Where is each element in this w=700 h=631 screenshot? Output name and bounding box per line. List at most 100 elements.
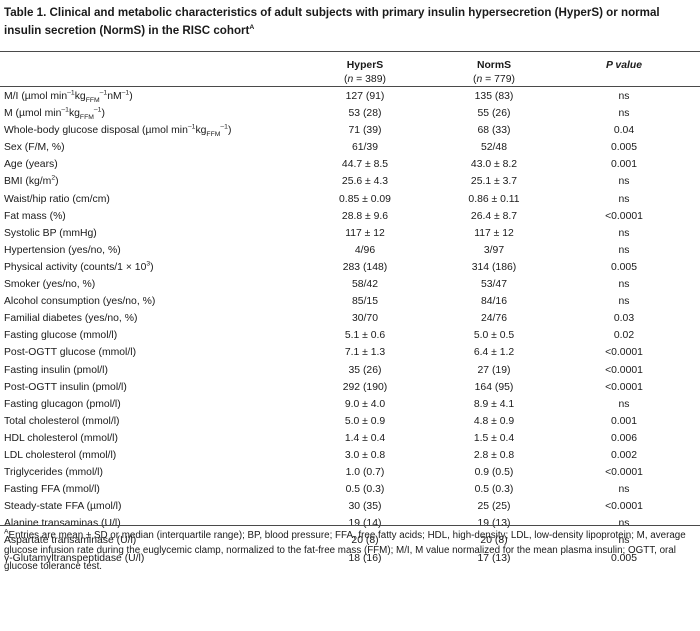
row-label: Smoker (yes/no, %) [4,279,96,291]
cell-p-value: ns [618,227,630,239]
cell-hypers: 18 (16) [348,552,382,564]
cell-hypers: 5.1 ± 0.6 [344,330,386,342]
cell-hypers: 0.85 ± 0.09 [339,193,391,205]
header-norms: NormS (n = 779) [447,59,541,87]
row-label: Alanine transaminas (U/l) [4,518,121,530]
row-label: Hypertension (yes/no, %) [4,244,121,256]
header-norms-label: NormS [476,60,512,71]
cell-norms: 8.9 ± 4.1 [473,398,515,410]
cell-norms: 19 (13) [477,518,511,530]
cell-norms: 52/48 [480,142,507,154]
cell-p-value: 0.001 [610,415,637,427]
header-rule [0,86,700,87]
cell-norms: 2.8 ± 0.8 [473,449,515,461]
row-label: γ-Glutamyltranspeptidase (U/l) [4,552,145,564]
row-label: Age (years) [4,159,58,171]
table-row: Total cholesterol (mmol/l) 5.0 ± 0.9 4.8 ±… [0,413,700,430]
row-label: Sex (F/M, %) [4,142,65,154]
cell-hypers: 85/15 [351,296,378,308]
row-label: BMI (kg/m2) [4,175,59,188]
cell-norms: 25 (25) [477,501,511,513]
cell-p-value: 0.005 [610,142,637,154]
cell-hypers: 58/42 [351,279,378,291]
header-hypers-n: (n = 389) [344,74,386,85]
cell-p-value: ns [618,296,630,308]
table-row: HDL cholesterol (mmol/l) 1.4 ± 0.4 1.5 ± 0… [0,430,700,447]
bottom-rule [0,525,700,526]
row-label: Fasting FFA (mmol/l) [4,484,100,496]
row-label: Post-OGTT insulin (pmol/l) [4,381,127,393]
table-row: Whole-body glucose disposal (µmol min–1k… [0,122,700,139]
cell-norms: 20 (8) [480,535,508,547]
table-row: Fasting glucose (mmol/l) 5.1 ± 0.6 5.0 ± 0… [0,327,700,344]
row-label: Waist/hip ratio (cm/cm) [4,193,110,205]
cell-hypers: 4/96 [354,244,376,256]
cell-norms: 0.86 ± 0.11 [468,193,520,205]
cell-p-value: ns [618,484,630,496]
cell-p-value: 0.001 [610,159,637,171]
header-norms-n: (n = 779) [473,74,515,85]
row-label: LDL cholesterol (mmol/l) [4,449,117,461]
cell-hypers: 1.4 ± 0.4 [344,432,386,444]
cell-p-value: <0.0001 [605,501,643,513]
header-p-label: P value [605,60,642,71]
cell-norms: 135 (83) [474,91,514,102]
row-label: Fat mass (%) [4,210,66,222]
row-label: Steady-state FFA (µmol/l) [4,501,122,513]
table-row: M (µmol min–1kgFFM–1) 53 (28) 55 (26) ns [0,105,700,122]
cell-hypers: 28.8 ± 9.6 [341,210,389,222]
header-hypers: HyperS (n = 389) [318,59,412,87]
table-row: Waist/hip ratio (cm/cm) 0.85 ± 0.09 0.86 ±… [0,191,700,208]
cell-norms: 5.0 ± 0.5 [473,330,515,342]
cell-hypers: 20 (8) [351,535,379,547]
cell-hypers: 61/39 [351,142,378,154]
cell-p-value: ns [618,279,630,291]
table-row: Systolic BP (mmHg) 117 ± 12 117 ± 12 ns [0,225,700,242]
row-label: Alcohol consumption (yes/no, %) [4,296,156,308]
cell-hypers: 7.1 ± 1.3 [344,347,386,359]
table-footnote: AEntries are mean ± SD or median (interq… [4,528,686,572]
row-label: M/I (µmol min–1kgFFM–1nM–1) [4,89,133,105]
cell-hypers: 127 (91) [345,91,385,102]
row-label: Familial diabetes (yes/no, %) [4,313,138,325]
table-row: Sex (F/M, %) 61/39 52/48 0.005 [0,139,700,156]
top-rule [0,51,700,52]
table-row: Alanine transaminas (U/l) 19 (14) 19 (13) n… [0,515,700,532]
cell-p-value: 0.04 [613,125,635,137]
cell-p-value: ns [618,244,630,256]
row-label: Aspartate transaminase (U/l) [4,535,137,547]
cell-norms: 27 (19) [477,364,511,376]
cell-norms: 0.9 (0.5) [474,467,514,479]
header-p-value: P value [574,59,674,73]
header-hypers-label: HyperS [346,60,384,71]
cell-norms: 6.4 ± 1.2 [473,347,515,359]
table-row: Hypertension (yes/no, %) 4/96 3/97 ns [0,242,700,259]
cell-p-value: 0.005 [610,552,637,564]
cell-hypers: 19 (14) [348,518,382,530]
cell-hypers: 71 (39) [348,125,382,137]
cell-p-value: ns [618,176,630,188]
table-row: Post-OGTT insulin (pmol/l) 292 (190) 164 (… [0,379,700,396]
cell-hypers: 1.0 (0.7) [345,467,385,479]
cell-p-value: ns [618,193,630,205]
cell-p-value: ns [618,91,630,102]
row-label: HDL cholesterol (mmol/l) [4,432,118,444]
cell-hypers: 283 (148) [342,261,388,273]
cell-p-value: 0.006 [610,432,637,444]
cell-norms: 164 (95) [474,381,514,393]
cell-norms: 3/97 [483,244,505,256]
cell-norms: 0.5 (0.3) [474,484,514,496]
table-row: Steady-state FFA (µmol/l) 30 (35) 25 (25) <… [0,498,700,515]
cell-norms: 55 (26) [477,108,511,120]
cell-p-value: <0.0001 [605,347,643,359]
cell-norms: 25.1 ± 3.7 [470,176,518,188]
row-label: Total cholesterol (mmol/l) [4,415,120,427]
row-label: Fasting glucagon (pmol/l) [4,398,121,410]
cell-hypers: 35 (26) [348,364,382,376]
cell-hypers: 53 (28) [348,108,382,120]
cell-norms: 17 (13) [477,552,511,564]
table-row: LDL cholesterol (mmol/l) 3.0 ± 0.8 2.8 ± 0… [0,447,700,464]
table-row: Fasting glucagon (pmol/l) 9.0 ± 4.0 8.9 ± … [0,396,700,413]
cell-hypers: 292 (190) [342,381,388,393]
row-label: Triglycerides (mmol/l) [4,467,103,479]
